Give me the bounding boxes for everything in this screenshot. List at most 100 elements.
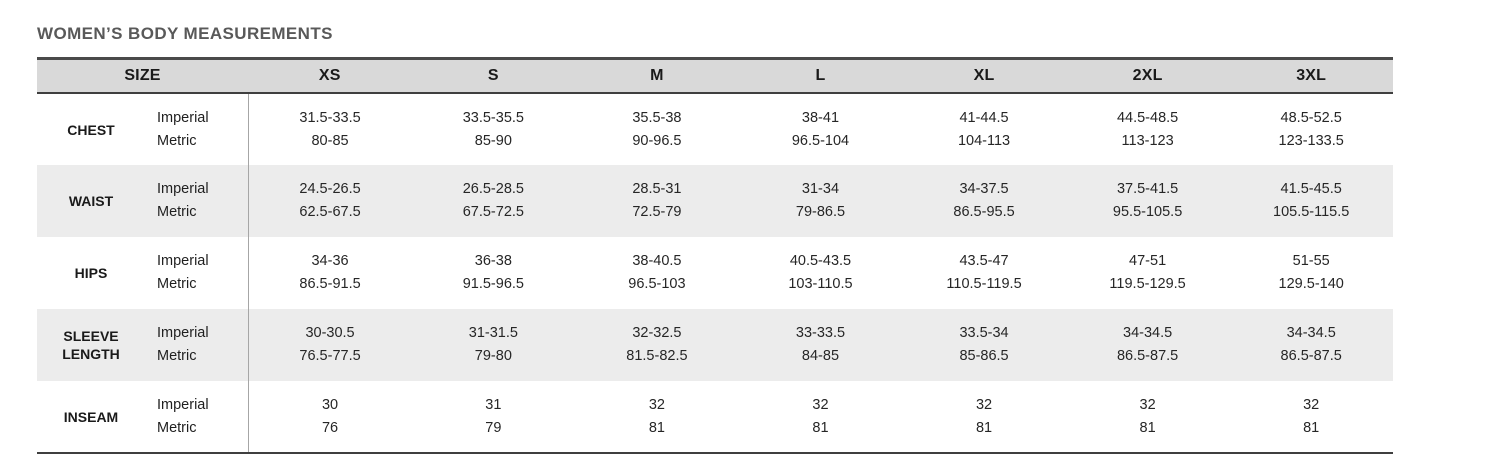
imperial-value: 32	[1303, 396, 1320, 413]
unit-metric-label: Metric	[157, 276, 197, 292]
value-cell: 30-30.5 76.5-77.5	[247, 309, 412, 381]
value-cell: 43.5-47 110.5-119.5	[902, 237, 1066, 309]
header-size-col-3xl: 3XL	[1296, 67, 1327, 84]
imperial-value: 34-37.5	[959, 181, 1009, 197]
imperial-value: 34-36	[311, 253, 349, 269]
value-cell: 26.5-28.5 67.5-72.5	[412, 165, 576, 237]
header-row: SIZE XS S M L XL 2XL 3XL	[37, 58, 1393, 93]
metric-value: 113-123	[1121, 132, 1174, 149]
unit-metric-label: Metric	[157, 348, 197, 364]
row-label: SLEEVE LENGTH	[62, 328, 120, 362]
value-cell: 31.5-33.5 80-85	[247, 93, 412, 165]
table-row: INSEAM Imperial Metric 30 76 31 79 32 81 32 81 32 81…	[37, 381, 1393, 453]
imperial-value: 47-51	[1129, 253, 1167, 269]
metric-value: 62.5-67.5	[299, 204, 361, 220]
metric-value: 129.5-140	[1278, 276, 1344, 292]
imperial-value: 32	[1139, 396, 1156, 413]
metric-value: 105.5-115.5	[1273, 204, 1350, 220]
metric-value: 79-80	[474, 348, 512, 364]
unit-imperial-label: Imperial	[157, 325, 209, 341]
metric-value: 86.5-91.5	[299, 276, 361, 292]
metric-value: 86.5-95.5	[953, 204, 1015, 220]
metric-value: 81	[975, 419, 993, 436]
metric-value: 123-133.5	[1278, 132, 1344, 149]
imperial-value: 34-34.5	[1123, 325, 1173, 341]
header-size-col-s: S	[487, 67, 499, 84]
table-row: CHEST Imperial Metric 31.5-33.5 80-85 33.5-35…	[37, 93, 1393, 165]
metric-value: 76.5-77.5	[299, 348, 361, 364]
metric-value: 79-86.5	[795, 204, 846, 220]
imperial-value: 34-34.5	[1286, 325, 1336, 341]
value-cell: 44.5-48.5 113-123	[1066, 93, 1230, 165]
imperial-value: 37.5-41.5	[1116, 181, 1179, 197]
imperial-value: 41.5-45.5	[1280, 181, 1342, 197]
metric-value: 104-113	[957, 132, 1011, 149]
imperial-value: 33.5-34	[959, 325, 1009, 341]
value-cell: 32 81	[902, 381, 1066, 453]
imperial-value: 31.5-33.5	[299, 109, 361, 126]
value-cell: 31 79	[412, 381, 576, 453]
value-cell: 48.5-52.5 123-133.5	[1229, 93, 1393, 165]
metric-value: 80-85	[311, 132, 349, 149]
row-label: CHEST	[67, 121, 115, 138]
unit-imperial-label: Imperial	[157, 396, 209, 413]
metric-value: 81	[1303, 419, 1320, 436]
metric-value: 85-90	[474, 132, 512, 149]
unit-labels-cell: Imperial Metric	[145, 237, 248, 309]
imperial-value: 44.5-48.5	[1116, 109, 1179, 126]
imperial-value: 32	[975, 396, 993, 413]
value-cell: 41.5-45.5 105.5-115.5	[1229, 165, 1393, 237]
value-cell: 30 76	[247, 381, 412, 453]
header-size-col-m: M	[650, 67, 664, 84]
table-row: HIPS Imperial Metric 34-36 86.5-91.5 36-38 91.…	[37, 237, 1393, 309]
value-cell: 33-33.5 84-85	[739, 309, 903, 381]
value-cell: 31-34 79-86.5	[739, 165, 903, 237]
page-title: WOMEN’S BODY MEASUREMENTS	[37, 24, 333, 43]
value-cell: 34-34.5 86.5-87.5	[1229, 309, 1393, 381]
header-size-col-xs: XS	[318, 67, 341, 84]
metric-value: 84-85	[801, 348, 840, 364]
unit-labels-cell: Imperial Metric	[145, 309, 248, 381]
imperial-value: 36-38	[474, 253, 512, 269]
metric-value: 96.5-103	[628, 276, 686, 292]
header-size-col-l: L	[815, 67, 826, 84]
metric-value: 81	[648, 419, 665, 436]
value-cell: 32 81	[739, 381, 903, 453]
table-row: WAIST Imperial Metric 24.5-26.5 62.5-67.5 26.…	[37, 165, 1393, 237]
value-cell: 41-44.5 104-113	[902, 93, 1066, 165]
table-body: CHEST Imperial Metric 31.5-33.5 80-85 33.5-35…	[37, 93, 1393, 453]
value-cell: 37.5-41.5 95.5-105.5	[1066, 165, 1230, 237]
value-cell: 40.5-43.5 103-110.5	[739, 237, 903, 309]
imperial-value: 38-41	[801, 109, 840, 126]
metric-value: 79	[485, 419, 502, 436]
value-cell: 34-34.5 86.5-87.5	[1066, 309, 1230, 381]
imperial-value: 40.5-43.5	[789, 253, 852, 269]
value-cell: 34-37.5 86.5-95.5	[902, 165, 1066, 237]
value-cell: 34-36 86.5-91.5	[247, 237, 412, 309]
unit-metric-label: Metric	[157, 132, 197, 149]
header-size-col-xl: XL	[973, 67, 995, 84]
metric-value: 67.5-72.5	[462, 204, 524, 220]
unit-imperial-label: Imperial	[157, 181, 209, 197]
imperial-value: 32	[648, 396, 665, 413]
value-cell: 32 81	[575, 381, 739, 453]
value-cell: 47-51 119.5-129.5	[1066, 237, 1230, 309]
metric-value: 91.5-96.5	[462, 276, 524, 292]
imperial-value: 31	[485, 396, 502, 413]
value-cell: 31-31.5 79-80	[412, 309, 576, 381]
imperial-value: 43.5-47	[959, 253, 1009, 269]
imperial-value: 32	[812, 396, 829, 413]
imperial-value: 51-55	[1292, 253, 1330, 269]
table-row: SLEEVE LENGTH Imperial Metric 30-30.5 76.5-7…	[37, 309, 1393, 381]
table-header: SIZE XS S M L XL 2XL 3XL	[37, 58, 1393, 93]
imperial-value: 30-30.5	[305, 325, 355, 341]
unit-labels-cell: Imperial Metric	[145, 165, 248, 237]
imperial-value: 35.5-38	[632, 109, 682, 126]
row-label: INSEAM	[63, 408, 119, 425]
measurements-table: SIZE XS S M L XL 2XL 3XL CHEST Imperial Metric 31…	[37, 57, 1393, 454]
metric-value: 81	[812, 419, 829, 436]
imperial-value: 31-31.5	[468, 325, 518, 341]
imperial-value: 26.5-28.5	[462, 181, 524, 197]
metric-value: 81	[1139, 419, 1156, 436]
value-cell: 38-41 96.5-104	[739, 93, 903, 165]
